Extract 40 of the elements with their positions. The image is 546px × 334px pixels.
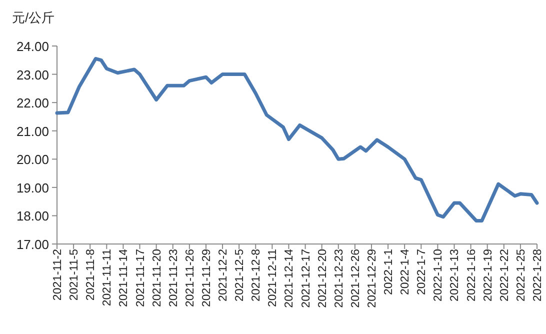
x-tick-label: 2021-12-23 — [333, 249, 346, 308]
x-tick-label: 2021-11-11 — [102, 249, 114, 306]
y-tick-label: 23.00 — [16, 67, 49, 82]
y-tick-label: 22.00 — [16, 96, 49, 111]
x-tick-label: 2022-1-4 — [400, 248, 412, 296]
x-tick-label: 2021-12-5 — [234, 249, 246, 302]
y-axis-title: 元/公斤 — [12, 10, 55, 25]
x-tick-label: 2022-1-7 — [416, 249, 428, 296]
x-tick-label: 2021-11-29 — [200, 249, 213, 307]
y-tick-label: 17.00 — [16, 237, 49, 252]
line-series — [55, 56, 539, 223]
y-tick-label: 20.00 — [16, 152, 49, 168]
x-tick-label: 2022-1-28 — [532, 249, 544, 302]
y-tick-label: 19.00 — [16, 180, 49, 196]
x-tick-label: 2021-12-26 — [350, 249, 362, 308]
x-tick-label: 2021-12-11 — [267, 249, 280, 307]
x-tick-label: 2021-12-8 — [250, 249, 263, 302]
x-tick-label: 2022-1-10 — [432, 249, 445, 302]
x-tick-label: 2022-1-22 — [498, 249, 511, 302]
x-tick-label: 2021-12-29 — [366, 249, 378, 308]
x-tick-label: 2022-1-13 — [449, 249, 462, 302]
x-tick-label: 2022-1-19 — [482, 249, 494, 302]
x-tick-label: 2021-11-14 — [118, 248, 130, 307]
x-tick-label: 2021-11-8 — [85, 249, 98, 301]
x-tick-label: 2022-1-1 — [383, 249, 396, 296]
x-tick-label: 2022-1-16 — [466, 249, 478, 302]
x-tick-label: 2021-11-5 — [68, 249, 81, 301]
y-tick-label: 24.00 — [16, 39, 49, 54]
x-tick-label: 2022-1-25 — [515, 249, 528, 302]
x-tick-label: 2021-11-26 — [184, 249, 196, 307]
x-tick-label: 2021-12-20 — [316, 249, 329, 308]
x-tick-label: 2021-12-17 — [300, 249, 312, 308]
y-tick-label: 21.00 — [16, 124, 49, 139]
x-tick-label: 2021-11-20 — [151, 249, 164, 307]
x-tick-label: 2021-12-14 — [284, 248, 296, 308]
x-tick-label: 2021-12-2 — [218, 249, 230, 302]
x-tick-label: 2021-11-2 — [52, 249, 64, 301]
y-tick-label: 18.00 — [16, 208, 49, 224]
x-tick-label: 2021-11-17 — [134, 249, 147, 307]
x-tick-label: 2021-11-23 — [168, 249, 180, 307]
